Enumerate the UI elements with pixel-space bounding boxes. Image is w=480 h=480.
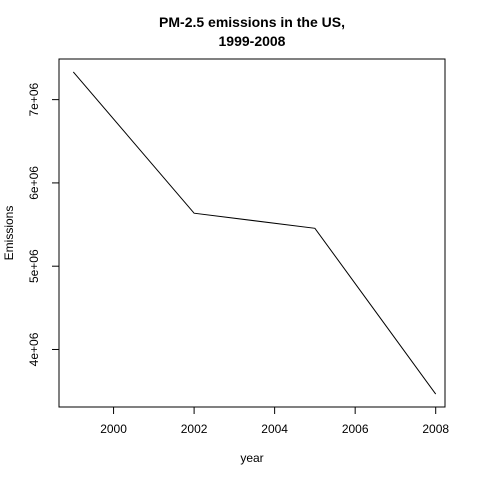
series-layer [72, 71, 437, 395]
series-line [72, 71, 437, 395]
x-axis-label: year [240, 451, 263, 465]
x-axis: 2000 2002 2004 2006 2008 [100, 406, 449, 436]
chart-title-line-2: 1999-2008 [219, 33, 286, 49]
x-tick-label: 2008 [422, 422, 449, 436]
y-tick-label: 7e+06 [27, 82, 41, 116]
y-tick-label: 5e+06 [27, 249, 41, 283]
x-tick-label: 2002 [181, 422, 208, 436]
x-tick-label: 2004 [261, 422, 288, 436]
chart-title-line-1: PM-2.5 emissions in the US, [159, 14, 345, 30]
x-tick-label: 2006 [342, 422, 369, 436]
y-tick-label: 4e+06 [27, 332, 41, 366]
y-axis-label: Emissions [2, 206, 16, 261]
y-tick-label: 6e+06 [27, 166, 41, 200]
x-tick-label: 2000 [100, 422, 127, 436]
y-axis: 4e+06 5e+06 6e+06 7e+06 [27, 82, 60, 366]
